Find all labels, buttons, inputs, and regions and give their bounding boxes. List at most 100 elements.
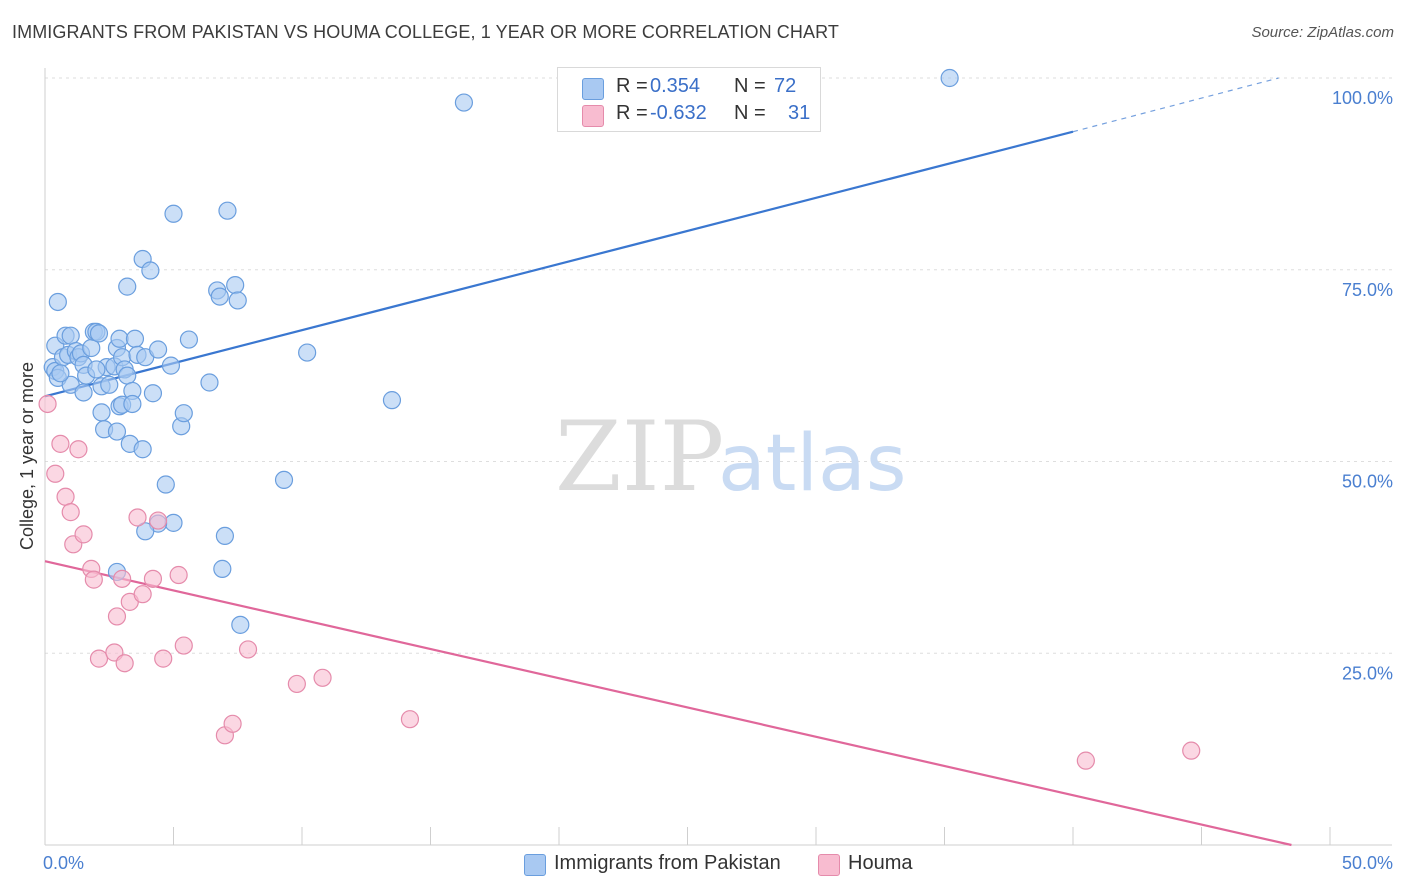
point-houma: [128, 508, 147, 527]
y-tick-label: 75.0%: [1342, 280, 1393, 300]
point-houma: [107, 607, 127, 626]
point-pakistan: [274, 470, 294, 490]
bottom-legend-swatch-pakistan: [524, 854, 546, 876]
point-pakistan: [107, 422, 127, 441]
point-pakistan: [143, 384, 163, 403]
point-pakistan: [226, 275, 245, 295]
point-houma: [287, 674, 306, 694]
point-houma: [69, 440, 88, 459]
grid: [45, 77, 1392, 654]
bottom-legend-label-houma: Houma: [848, 852, 913, 874]
y-axis-label: College, 1 year or more: [17, 362, 37, 550]
point-houma: [51, 434, 70, 453]
point-pakistan: [179, 330, 199, 349]
point-pakistan: [164, 513, 183, 532]
point-pakistan: [87, 360, 106, 379]
point-houma: [112, 569, 132, 588]
bottom-legend-label-pakistan: Immigrants from Pakistan: [554, 852, 781, 874]
watermark-atlas: atlas: [718, 419, 907, 509]
point-pakistan: [136, 522, 155, 541]
point-pakistan: [125, 329, 145, 348]
point-pakistan: [454, 93, 474, 112]
point-houma: [223, 714, 242, 733]
point-pakistan: [213, 559, 232, 578]
y-tick-label: 100.0%: [1332, 88, 1393, 108]
trend-line-pakistan-extension: [1072, 77, 1279, 133]
point-pakistan: [92, 403, 111, 422]
point-houma: [174, 636, 193, 655]
point-houma: [89, 649, 109, 668]
point-pakistan: [148, 340, 168, 359]
point-pakistan: [228, 291, 247, 310]
legend-r-label: R =: [616, 75, 648, 97]
point-houma: [61, 503, 80, 522]
point-houma: [169, 565, 188, 585]
legend-n-label: N =: [734, 102, 766, 124]
point-pakistan: [89, 324, 109, 343]
legend: R = 0.354 N = 72 R = -0.632 N = 31: [557, 67, 821, 132]
point-pakistan: [215, 526, 234, 545]
point-pakistan: [123, 394, 142, 414]
point-houma: [84, 570, 103, 589]
point-pakistan: [51, 364, 70, 383]
point-pakistan: [161, 356, 181, 375]
y-tick-label: 50.0%: [1342, 472, 1393, 492]
point-pakistan: [210, 287, 229, 306]
point-houma: [46, 464, 65, 483]
trend-line-pakistan: [44, 130, 1074, 398]
point-houma: [1076, 751, 1095, 770]
point-pakistan: [141, 261, 160, 280]
point-pakistan: [48, 292, 67, 312]
point-pakistan: [118, 277, 137, 296]
point-pakistan: [174, 404, 193, 423]
legend-n-value: 31: [788, 102, 811, 124]
point-houma: [154, 649, 173, 668]
legend-swatch-pakistan: [582, 78, 604, 100]
point-houma: [238, 640, 258, 659]
point-pakistan: [100, 375, 119, 394]
point-houma: [148, 511, 168, 530]
point-pakistan: [218, 201, 237, 220]
point-pakistan: [110, 329, 129, 348]
point-pakistan: [200, 373, 219, 392]
watermark-zip: ZIP: [555, 401, 724, 513]
bottom-legend-swatch-houma: [818, 854, 840, 876]
point-houma: [56, 487, 75, 506]
point-houma: [400, 710, 420, 729]
x-tick-label-max: 50.0%: [1342, 853, 1393, 873]
point-pakistan: [164, 204, 183, 223]
legend-swatch-houma: [582, 105, 604, 127]
trend-line-houma: [44, 560, 1292, 847]
axes: [44, 68, 1392, 846]
point-houma: [313, 668, 332, 687]
point-houma: [1182, 741, 1201, 760]
legend-r-value: 0.354: [650, 75, 701, 97]
trend-lines: [44, 77, 1292, 847]
point-pakistan: [118, 366, 137, 385]
legend-r-label: R =: [616, 102, 648, 124]
watermark: ZIP atlas: [555, 401, 907, 513]
point-houma: [143, 569, 163, 588]
point-pakistan: [61, 326, 80, 345]
point-houma: [115, 654, 134, 673]
axis-labels: 25.0% 50.0% 75.0% 100.0% 0.0% 50.0% College, 1…: [17, 88, 1393, 873]
point-pakistan: [382, 391, 402, 410]
legend-n-value: 72: [774, 75, 797, 97]
source-label: Source: ZipAtlas.com: [1251, 24, 1394, 41]
point-houma: [38, 394, 57, 414]
x-tick-label-min: 0.0%: [43, 853, 84, 873]
point-pakistan: [231, 615, 250, 634]
point-pakistan: [298, 343, 317, 362]
data-points: [38, 68, 1201, 770]
point-houma: [133, 585, 152, 604]
legend-r-value: -0.632: [650, 102, 707, 124]
point-pakistan: [940, 68, 959, 88]
point-pakistan: [133, 440, 152, 459]
point-pakistan: [156, 475, 175, 494]
point-houma: [74, 525, 93, 544]
point-pakistan: [74, 383, 93, 402]
chart-title: IMMIGRANTS FROM PAKISTAN VS HOUMA COLLEG…: [12, 22, 839, 42]
y-tick-label: 25.0%: [1342, 663, 1393, 683]
legend-n-label: N =: [734, 75, 766, 97]
